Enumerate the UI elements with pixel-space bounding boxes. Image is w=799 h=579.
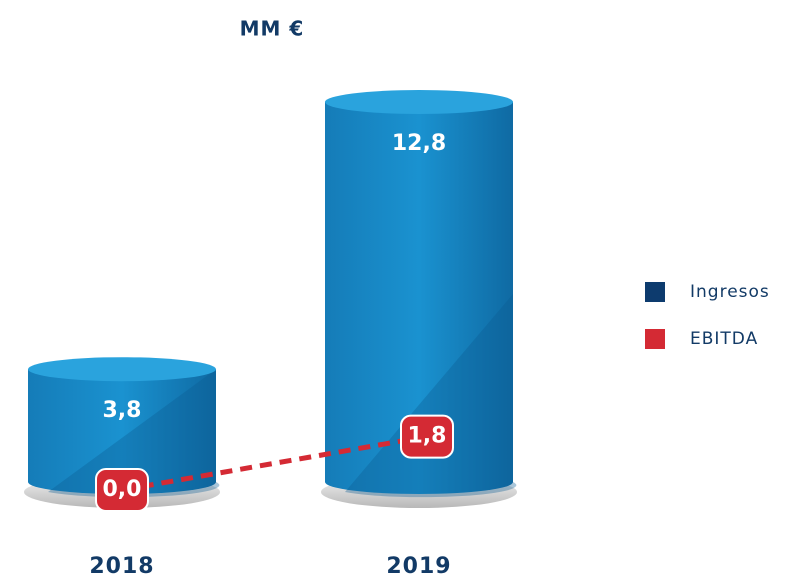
chart-title: MM € [240, 17, 305, 41]
cylinder [321, 90, 517, 508]
value-label: 3,8 [103, 398, 142, 423]
cylinder [24, 357, 220, 508]
legend-swatch [645, 282, 665, 302]
x-tick-label: 2018 [89, 554, 154, 579]
value-label: 0,0 [103, 477, 142, 502]
legend-label: Ingresos [690, 282, 770, 302]
ebitda-line [121, 434, 428, 493]
cylinder-shade [345, 294, 517, 498]
cylinder-body [28, 369, 216, 494]
x-tick-label: 2019 [386, 554, 451, 579]
ebitda-marker [95, 468, 149, 512]
value-label: 12,8 [392, 131, 446, 156]
legend-label: EBITDA [690, 329, 758, 349]
cylinder-shade [48, 369, 220, 498]
ebitda-marker [400, 414, 454, 459]
legend-swatch [645, 329, 665, 349]
cylinder-top [325, 90, 513, 114]
cylinder-body [325, 102, 513, 494]
cylinder-top [28, 357, 216, 382]
value-label: 1,8 [408, 424, 447, 449]
